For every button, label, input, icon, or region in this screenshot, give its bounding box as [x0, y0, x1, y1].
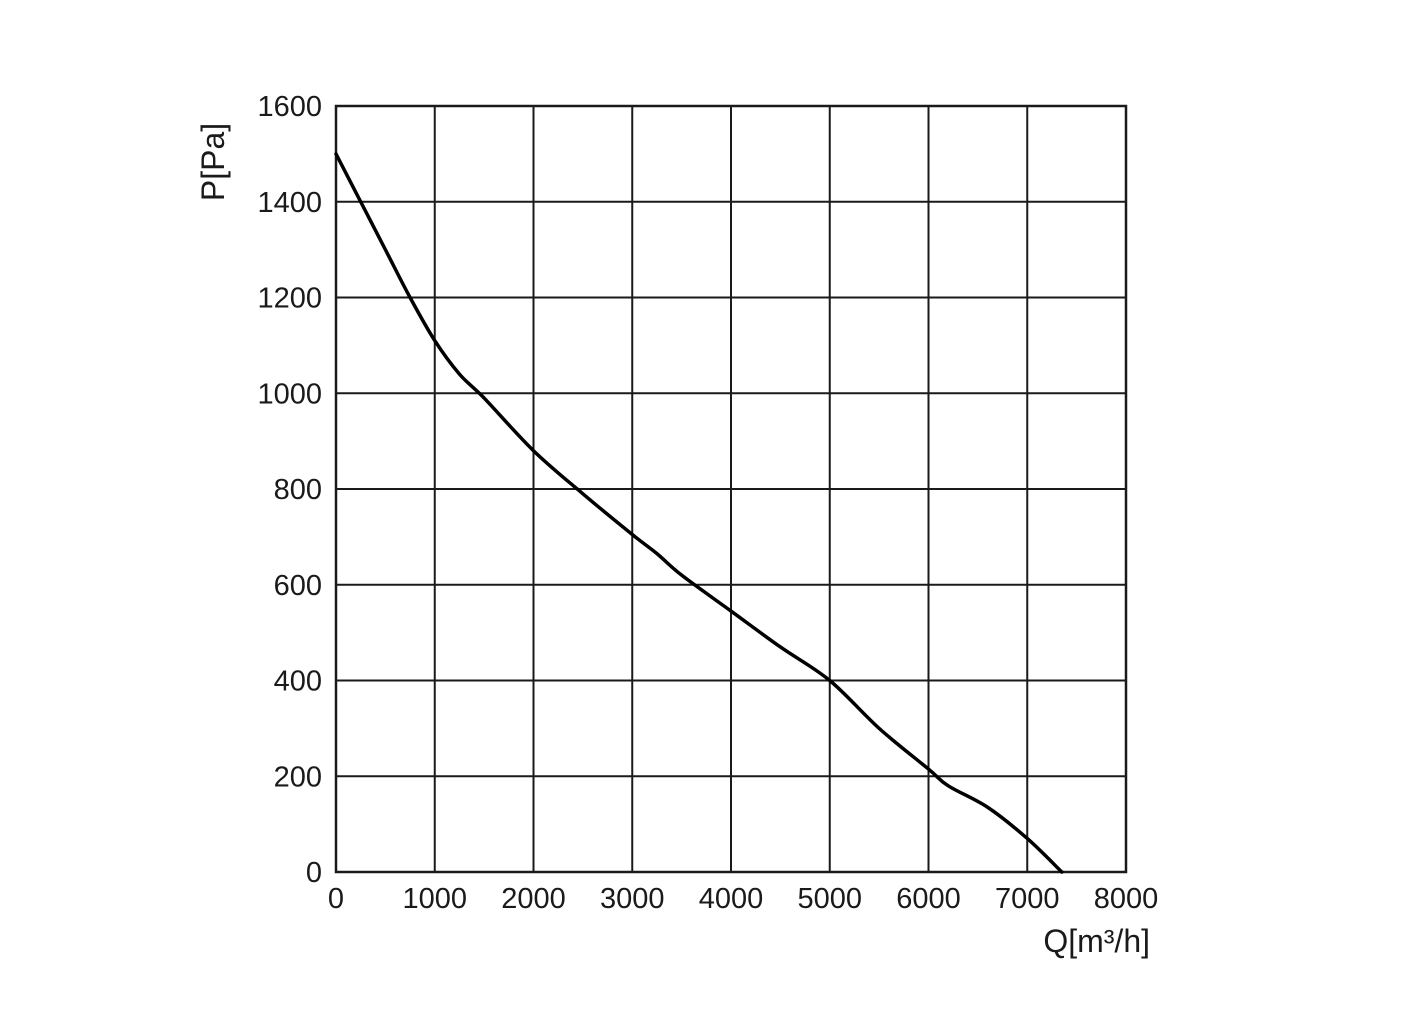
x-tick-label: 3000 — [600, 883, 665, 915]
y-tick-label: 1000 — [257, 378, 322, 410]
x-tick-label: 1000 — [402, 883, 467, 915]
y-tick-labels: 0 200 400 600 800 1000 1200 1400 1600 — [257, 91, 322, 889]
x-tick-label: 5000 — [797, 883, 862, 915]
x-tick-labels: 0 1000 2000 3000 4000 5000 6000 7000 8000 — [328, 883, 1158, 915]
x-tick-label: 4000 — [699, 883, 764, 915]
y-tick-label: 600 — [274, 570, 322, 602]
x-tick-label: 2000 — [501, 883, 566, 915]
series-layer — [334, 152, 1064, 874]
y-tick-label: 400 — [274, 666, 322, 698]
y-tick-label: 0 — [306, 857, 322, 889]
plot-frame — [334, 104, 1128, 874]
grid — [335, 105, 1127, 873]
y-tick-label: 1400 — [257, 187, 322, 219]
x-tick-label: 6000 — [896, 883, 961, 915]
y-tick-label: 1200 — [257, 283, 322, 315]
y-tick-label: 1600 — [257, 91, 322, 123]
y-tick-label: 800 — [274, 474, 322, 506]
series-line-0 — [334, 152, 1064, 874]
x-tick-label: 8000 — [1094, 883, 1159, 915]
x-tick-label: 7000 — [995, 883, 1060, 915]
x-tick-label: 0 — [328, 883, 344, 915]
y-tick-label: 200 — [274, 761, 322, 793]
x-axis-title: Q[m³/h] — [1043, 923, 1150, 959]
y-axis-title: P[Pa] — [195, 123, 231, 201]
